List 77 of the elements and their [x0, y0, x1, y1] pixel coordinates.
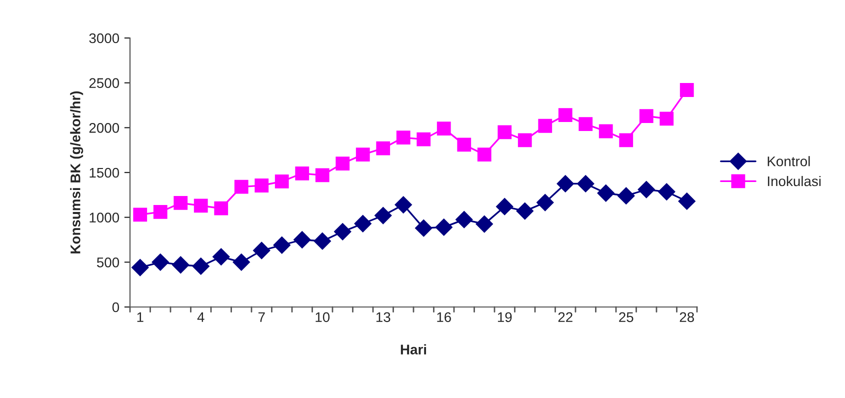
point	[558, 108, 572, 122]
point	[638, 180, 655, 198]
point	[597, 184, 614, 202]
point	[477, 148, 492, 162]
x-tick-label: 13	[376, 312, 390, 322]
legend-label: Inokulasi	[768, 176, 821, 186]
y-tick-label: 1000	[90, 212, 120, 223]
point	[476, 216, 493, 233]
point	[435, 218, 452, 236]
x-tick-label: 22	[558, 312, 572, 322]
point	[253, 242, 270, 260]
point	[536, 194, 554, 212]
x-tick-label: 28	[680, 312, 694, 322]
point	[295, 166, 310, 180]
y-tick-label: 0	[112, 302, 120, 312]
x-tick-label: 10	[316, 312, 330, 322]
point	[194, 198, 208, 213]
point	[314, 232, 331, 250]
point	[496, 198, 514, 216]
point	[416, 132, 431, 146]
point	[618, 187, 635, 204]
x-tick-label: 4	[197, 312, 204, 322]
point	[174, 196, 188, 210]
point	[315, 168, 330, 182]
point	[639, 109, 654, 123]
point	[457, 138, 472, 152]
point	[234, 180, 248, 194]
point	[336, 156, 350, 170]
legend-label: Kontrol	[768, 156, 810, 166]
y-axis-title: Konsumsi BK (g/ekor/hr)	[70, 91, 84, 254]
point	[192, 258, 210, 275]
point	[518, 133, 532, 148]
point	[577, 175, 594, 192]
x-axis-title: Hari	[400, 344, 426, 354]
point	[396, 130, 410, 144]
point	[678, 192, 696, 210]
point	[274, 174, 289, 188]
point	[152, 254, 169, 271]
point	[294, 231, 311, 248]
y-tick-label: 3000	[89, 33, 120, 44]
point	[376, 141, 390, 156]
point	[214, 201, 228, 216]
point	[273, 236, 290, 254]
point	[153, 205, 168, 219]
point	[538, 118, 552, 133]
point	[660, 112, 674, 126]
point	[498, 125, 512, 140]
point	[598, 124, 613, 138]
point	[254, 178, 269, 192]
point	[619, 133, 634, 148]
point	[578, 117, 593, 132]
y-tick-label: 500	[96, 258, 120, 268]
point	[132, 258, 149, 276]
point	[415, 220, 432, 237]
point	[680, 83, 694, 97]
point	[334, 223, 352, 240]
point	[516, 202, 534, 220]
y-tick-label: 2000	[89, 123, 120, 133]
x-tick-label: 7	[258, 312, 265, 322]
point	[354, 215, 372, 232]
x-tick-label: 16	[437, 312, 451, 322]
point	[456, 211, 473, 228]
point	[556, 175, 574, 192]
x-tick-label: 1	[137, 312, 144, 322]
point	[212, 248, 230, 266]
y-tick-label: 2500	[89, 78, 120, 88]
x-tick-label: 25	[619, 312, 634, 322]
point	[394, 196, 412, 214]
point	[172, 256, 190, 274]
point	[232, 254, 250, 271]
point	[374, 206, 392, 224]
x-tick-label: 19	[498, 312, 512, 322]
y-tick-label: 1500	[90, 168, 120, 178]
point	[356, 148, 370, 162]
point	[133, 208, 148, 222]
point	[436, 122, 451, 136]
point	[658, 183, 676, 200]
